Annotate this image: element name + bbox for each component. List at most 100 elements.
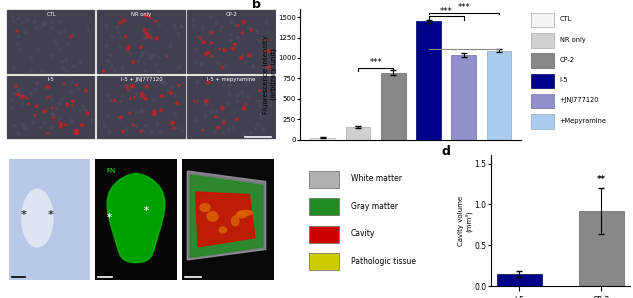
Point	[12, 29, 22, 33]
Point	[8, 19, 18, 24]
Point	[137, 52, 147, 56]
Bar	[532, 13, 553, 27]
Point	[259, 49, 269, 54]
Point	[59, 29, 69, 34]
Bar	[416, 21, 441, 140]
Point	[113, 115, 123, 120]
Bar	[532, 74, 553, 88]
Point	[223, 127, 233, 131]
Text: CP-2: CP-2	[225, 12, 237, 17]
Point	[138, 129, 148, 134]
Ellipse shape	[199, 203, 211, 212]
Y-axis label: Fluorescence intensity
(arbitrary unit): Fluorescence intensity (arbitrary unit)	[263, 35, 277, 114]
Text: *: *	[106, 213, 111, 223]
Point	[213, 125, 223, 130]
Point	[166, 121, 176, 125]
Text: FN: FN	[106, 168, 116, 174]
Point	[78, 103, 88, 108]
Point	[137, 91, 147, 96]
Point	[261, 92, 272, 97]
Point	[217, 65, 227, 70]
Point	[26, 56, 36, 61]
Point	[128, 123, 139, 128]
Point	[261, 43, 272, 48]
Ellipse shape	[237, 210, 254, 216]
Point	[54, 119, 64, 124]
Point	[195, 37, 205, 42]
Point	[115, 116, 125, 121]
Point	[170, 111, 180, 116]
Point	[141, 49, 151, 53]
Point	[266, 60, 277, 64]
Point	[266, 81, 277, 86]
Point	[265, 103, 275, 107]
Point	[198, 128, 208, 133]
Point	[173, 30, 183, 35]
Point	[130, 124, 140, 129]
Point	[218, 130, 228, 135]
Point	[22, 126, 32, 131]
Point	[68, 99, 78, 103]
Point	[151, 36, 161, 41]
Point	[134, 54, 144, 59]
Point	[153, 122, 163, 127]
Point	[139, 27, 149, 32]
Text: b: b	[252, 0, 261, 12]
Point	[123, 44, 134, 49]
Point	[225, 31, 235, 36]
Point	[26, 91, 36, 96]
Point	[216, 119, 227, 123]
Text: NR only: NR only	[131, 12, 151, 17]
Point	[246, 52, 256, 56]
Point	[77, 123, 87, 128]
Point	[224, 83, 234, 88]
Text: Pathologic tissue: Pathologic tissue	[351, 257, 416, 266]
Point	[240, 59, 250, 64]
Point	[239, 106, 249, 111]
Point	[211, 21, 221, 26]
Point	[120, 34, 130, 39]
Point	[161, 54, 172, 58]
Point	[196, 63, 206, 68]
Point	[200, 102, 210, 106]
Point	[110, 98, 120, 103]
Point	[104, 128, 115, 133]
Point	[254, 103, 265, 107]
Point	[177, 24, 187, 29]
Point	[239, 19, 249, 24]
Point	[136, 128, 146, 132]
Point	[229, 109, 239, 114]
Point	[168, 125, 179, 130]
Point	[237, 31, 248, 35]
Point	[216, 24, 227, 29]
Point	[46, 20, 56, 24]
Point	[105, 97, 115, 102]
Point	[12, 41, 22, 46]
Point	[138, 108, 148, 113]
Point	[112, 25, 122, 30]
Bar	[532, 53, 553, 68]
Point	[128, 60, 139, 64]
Text: White matter: White matter	[351, 174, 401, 183]
Point	[241, 80, 251, 85]
Point	[250, 125, 260, 130]
Point	[201, 52, 211, 57]
Bar	[532, 114, 553, 128]
Point	[148, 52, 158, 57]
Point	[232, 98, 242, 103]
Point	[47, 24, 58, 29]
Point	[14, 91, 24, 96]
Point	[102, 57, 112, 62]
Point	[47, 111, 57, 116]
Bar	[310, 138, 335, 140]
Point	[177, 128, 187, 132]
Point	[223, 101, 233, 105]
Point	[236, 56, 246, 60]
Point	[156, 108, 166, 113]
Point	[254, 38, 264, 43]
Point	[56, 125, 66, 129]
Point	[149, 112, 159, 117]
Bar	[532, 94, 553, 108]
Text: *: *	[144, 206, 149, 216]
Point	[86, 116, 96, 121]
